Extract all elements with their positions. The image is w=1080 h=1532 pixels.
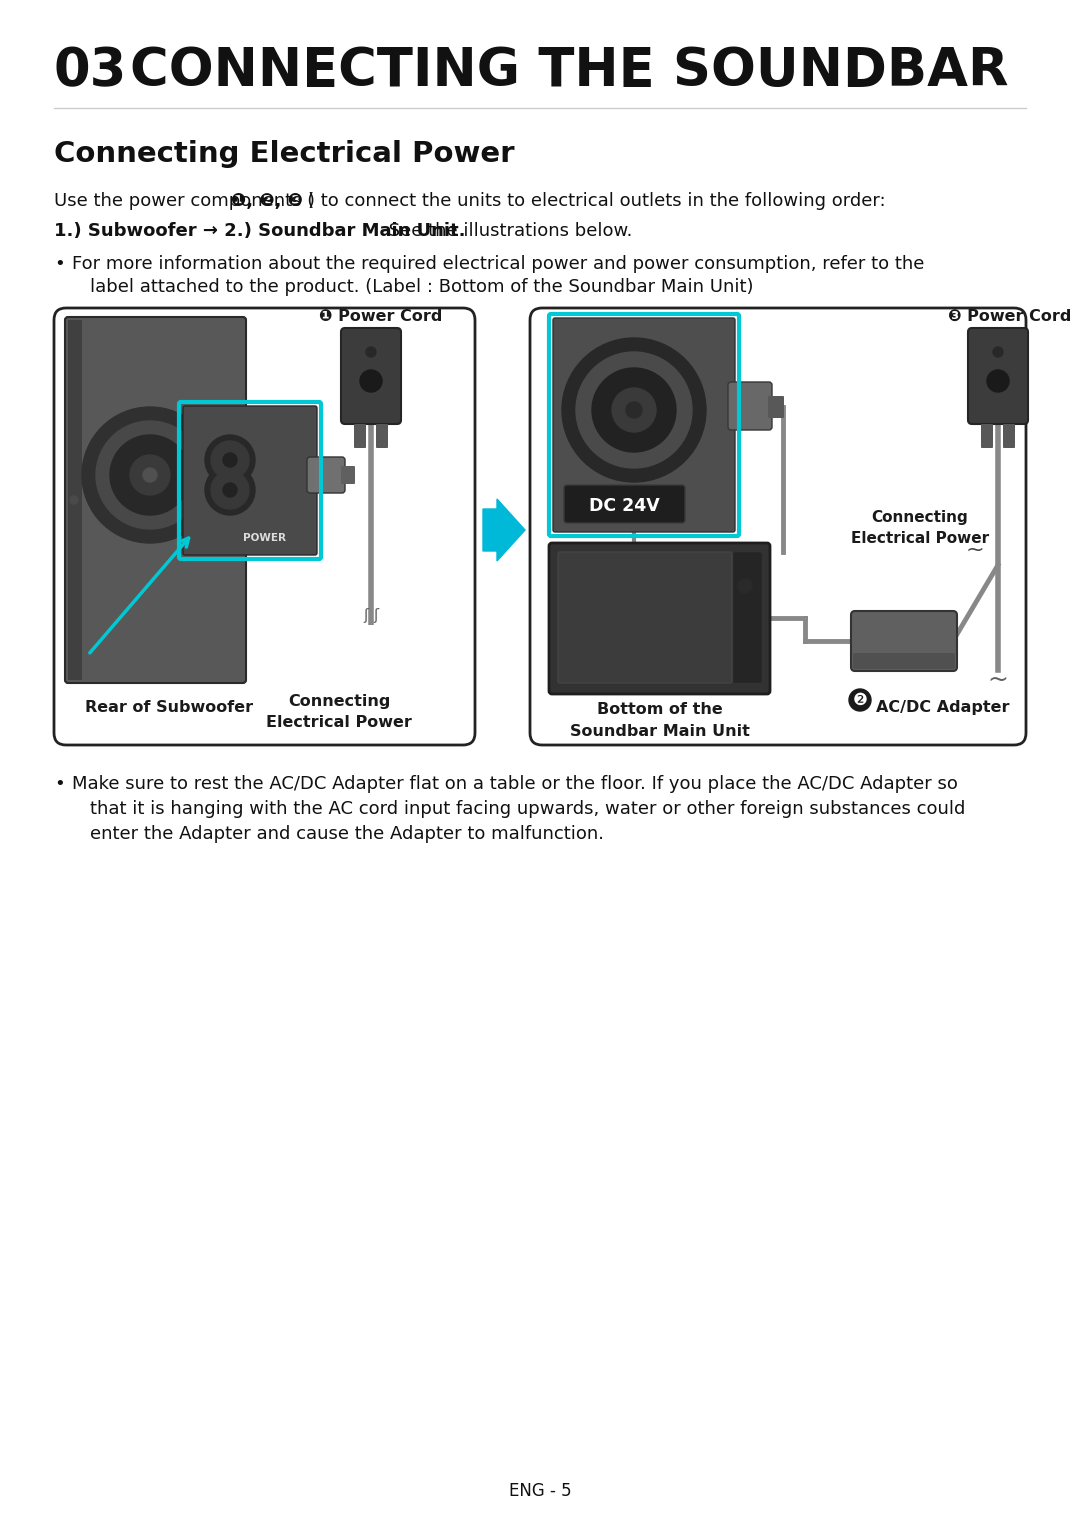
Text: that it is hanging with the AC cord input facing upwards, water or other foreign: that it is hanging with the AC cord inpu… [90,800,966,818]
FancyBboxPatch shape [549,542,770,694]
Text: ❶ Power Cord: ❶ Power Cord [320,309,443,323]
Circle shape [82,408,218,542]
Circle shape [360,371,382,392]
Circle shape [576,352,692,467]
Text: •: • [54,775,65,794]
Text: Rear of Subwoofer: Rear of Subwoofer [85,700,253,715]
Circle shape [592,368,676,452]
FancyBboxPatch shape [341,328,401,424]
Text: ~: ~ [966,539,984,561]
Circle shape [110,435,190,515]
FancyBboxPatch shape [183,406,318,555]
FancyBboxPatch shape [307,457,345,493]
FancyBboxPatch shape [354,424,366,447]
Circle shape [96,421,204,529]
FancyBboxPatch shape [981,424,993,447]
Circle shape [612,388,656,432]
Circle shape [562,339,706,483]
Circle shape [222,483,237,496]
Text: ❶, ❷, ❸: ❶, ❷, ❸ [231,192,303,210]
FancyBboxPatch shape [734,553,761,682]
FancyBboxPatch shape [376,424,388,447]
FancyBboxPatch shape [1003,424,1015,447]
Circle shape [211,470,249,509]
Text: •: • [54,254,65,273]
Text: Use the power components (: Use the power components ( [54,192,314,210]
FancyBboxPatch shape [558,552,732,683]
Text: POWER: POWER [243,533,286,542]
FancyBboxPatch shape [68,320,82,680]
Circle shape [366,348,376,357]
Circle shape [222,453,237,467]
Text: See the illustrations below.: See the illustrations below. [383,222,633,241]
Text: Make sure to rest the AC/DC Adapter flat on a table or the floor. If you place t: Make sure to rest the AC/DC Adapter flat… [72,775,958,794]
FancyBboxPatch shape [553,319,735,532]
Circle shape [205,435,255,486]
FancyBboxPatch shape [530,308,1026,745]
Text: AC/DC Adapter: AC/DC Adapter [876,700,1010,715]
Text: ENG - 5: ENG - 5 [509,1481,571,1500]
Text: ❸ Power Cord: ❸ Power Cord [948,309,1071,323]
Text: Connecting
Electrical Power: Connecting Electrical Power [266,694,411,731]
Circle shape [626,401,642,418]
FancyBboxPatch shape [54,308,475,745]
Text: ) to connect the units to electrical outlets in the following order:: ) to connect the units to electrical out… [308,192,886,210]
Circle shape [993,348,1003,357]
Circle shape [211,441,249,480]
FancyBboxPatch shape [768,395,784,418]
Text: Connecting
Electrical Power: Connecting Electrical Power [851,510,989,545]
Circle shape [70,496,78,504]
FancyBboxPatch shape [564,486,685,522]
FancyBboxPatch shape [968,328,1028,424]
Text: CONNECTING THE SOUNDBAR: CONNECTING THE SOUNDBAR [130,44,1009,97]
Text: 1.) Subwoofer → 2.) Soundbar Main Unit.: 1.) Subwoofer → 2.) Soundbar Main Unit. [54,222,465,241]
Circle shape [849,689,870,711]
FancyBboxPatch shape [65,317,246,683]
FancyBboxPatch shape [728,381,772,430]
Text: ❷: ❷ [852,691,867,709]
Circle shape [143,467,157,483]
Text: ʃ: ʃ [363,608,368,624]
Circle shape [130,455,170,495]
Text: DC 24V: DC 24V [589,496,660,515]
Text: 03: 03 [54,44,127,97]
Circle shape [205,466,255,515]
Circle shape [738,579,752,593]
Text: label attached to the product. (Label : Bottom of the Soundbar Main Unit): label attached to the product. (Label : … [90,277,754,296]
Text: ~: ~ [987,668,1009,692]
Text: ʃ: ʃ [373,608,378,624]
FancyArrow shape [483,499,525,561]
Text: Bottom of the
Soundbar Main Unit: Bottom of the Soundbar Main Unit [570,702,750,740]
Circle shape [987,371,1009,392]
Text: Connecting Electrical Power: Connecting Electrical Power [54,139,514,169]
FancyBboxPatch shape [341,466,355,484]
FancyBboxPatch shape [851,611,957,671]
Text: enter the Adapter and cause the Adapter to malfunction.: enter the Adapter and cause the Adapter … [90,826,604,843]
FancyBboxPatch shape [853,653,955,669]
Text: For more information about the required electrical power and power consumption, : For more information about the required … [72,254,924,273]
